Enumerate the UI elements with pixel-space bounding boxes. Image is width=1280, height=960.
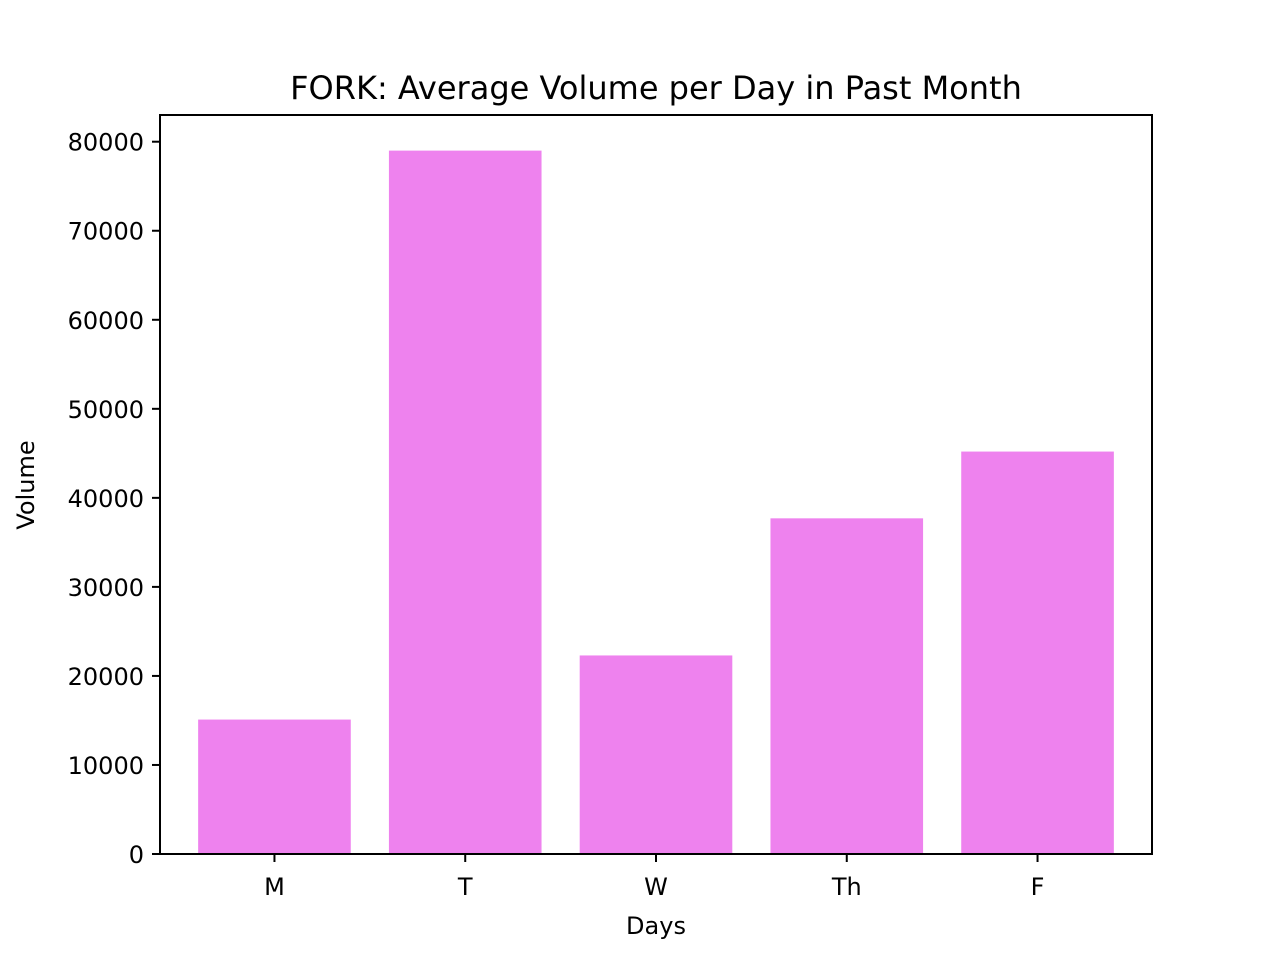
y-axis-label: Volume — [12, 440, 40, 529]
y-tick-label: 10000 — [68, 752, 144, 780]
x-axis-label: Days — [626, 912, 686, 940]
bar-f — [961, 451, 1114, 854]
y-axis: 0 10000 20000 30000 40000 50000 60000 70000 8000… — [68, 129, 160, 869]
bar-m — [198, 719, 351, 854]
bars-group — [198, 150, 1114, 855]
bar-w — [579, 655, 733, 854]
y-tick-label: 80000 — [68, 129, 144, 157]
bar-t — [388, 150, 542, 855]
y-tick-label: 0 — [129, 841, 144, 869]
y-tick-label: 20000 — [68, 663, 144, 691]
y-tick-label: 70000 — [68, 218, 144, 246]
bar-th — [770, 518, 924, 854]
y-tick-label: 50000 — [68, 396, 144, 424]
x-tick-label: Th — [831, 873, 862, 901]
y-tick-label: 30000 — [68, 574, 144, 602]
x-tick-label: F — [1031, 873, 1045, 901]
x-tick-label: M — [264, 873, 285, 901]
chart-title: FORK: Average Volume per Day in Past Mon… — [290, 69, 1022, 107]
x-tick-label: T — [457, 873, 473, 901]
x-tick-label: W — [644, 873, 668, 901]
y-tick-label: 40000 — [68, 485, 144, 513]
y-tick-label: 60000 — [68, 307, 144, 335]
x-axis: M T W Th F — [264, 854, 1044, 901]
